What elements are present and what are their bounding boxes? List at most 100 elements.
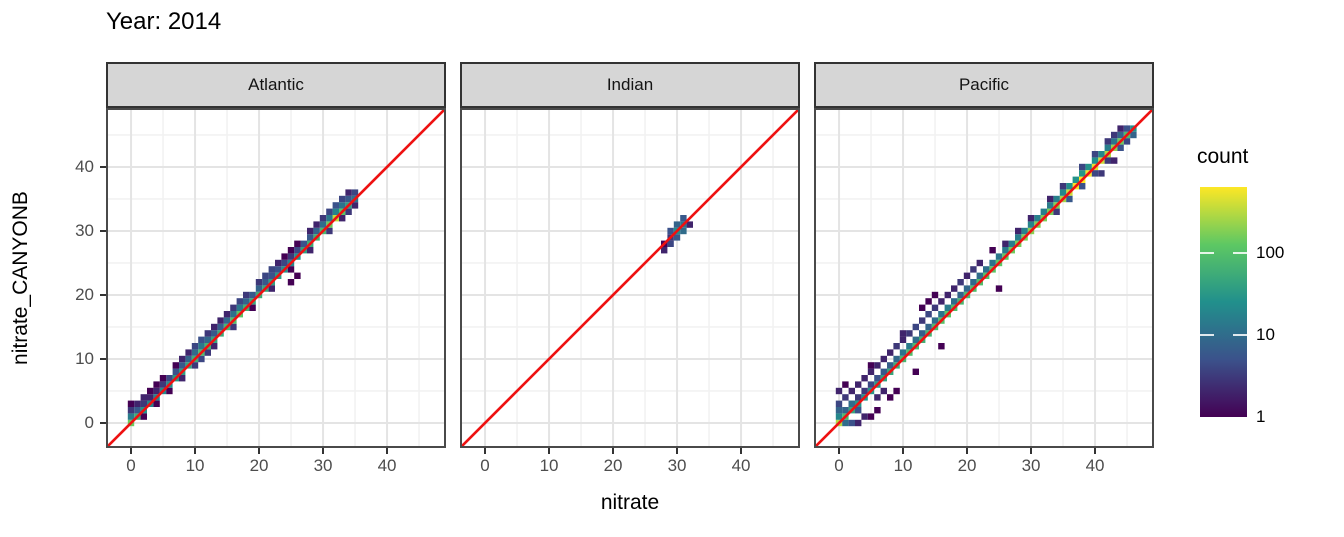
count-bin [931,317,939,324]
count-bin [893,343,900,350]
count-bin [880,368,887,375]
facet-strip-label: Pacific [958,75,1010,94]
x-tick-label: 0 [126,456,136,475]
count-bin [153,387,160,395]
y-tick-label: 10 [75,348,94,368]
count-bin [1066,183,1073,190]
facet-strip-label: Indian [606,75,654,94]
count-bin [1053,195,1060,203]
x-tick-mark [484,448,487,454]
count-bin [1002,247,1009,254]
x-tick-mark [966,448,969,454]
count-bin [867,368,875,375]
count-bin [166,387,173,395]
count-bin [345,189,352,196]
count-bin [294,247,301,254]
count-bin [127,407,135,414]
count-bin [281,253,288,260]
legend-tick-label: 1 [1256,407,1266,426]
x-tick-label: 10 [539,456,559,475]
count-bin [661,247,668,254]
count-bin [912,323,919,331]
count-bin [307,234,314,241]
count-bin [835,413,843,420]
count-bin [332,208,339,215]
count-bin [686,221,693,228]
count-bin [874,375,881,382]
count-bin [880,387,887,395]
count-bin [842,381,849,388]
x-tick-label: 10 [185,456,205,475]
x-tick-mark [740,448,743,454]
count-bin [185,355,192,363]
x-tick-mark [1030,448,1033,454]
count-bin [153,400,160,407]
x-tick-label: 30 [1021,456,1041,475]
bin2d-plot-indian [462,110,798,446]
count-bin [938,298,945,305]
y-tick-mark [100,165,106,168]
count-bin [211,343,218,350]
count-bin [319,215,327,222]
count-bin [1059,189,1067,196]
count-bin [855,419,862,427]
count-bin [307,247,314,254]
count-bin [874,362,881,369]
count-bin [255,285,263,292]
y-tick-mark [100,229,106,232]
count-bin [287,253,295,260]
count-bin [1098,170,1105,177]
x-tick-mark [676,448,679,454]
x-tick-mark [902,448,905,454]
count-bin [1104,138,1111,145]
count-bin [262,279,269,286]
count-bin [912,336,919,343]
count-bin [223,311,231,318]
count-bin [230,304,237,311]
count-bin [925,323,932,331]
count-bin [204,336,211,343]
count-bin [179,355,186,363]
count-bin [172,362,179,369]
count-bin [893,387,900,395]
facet-strip-atlantic: Atlantic [106,62,446,108]
x-tick-label: 20 [249,456,269,475]
count-bin [673,234,681,241]
count-bin [951,298,958,305]
count-bin [931,291,939,299]
count-bin [191,362,199,369]
x-tick-label: 0 [480,456,490,475]
count-bin [198,355,205,363]
count-bin [287,247,295,254]
count-bin [134,407,141,414]
count-bin [1047,195,1054,203]
count-bin [140,400,147,407]
facet-atlantic: Atlantic 0 10 20 30 40 [106,62,446,484]
count-bin [198,336,205,343]
count-bin [172,368,179,375]
panel-plot-area-indian [460,108,800,448]
count-bin [1085,163,1092,171]
count-bin [887,349,894,356]
count-bin [1015,234,1022,241]
count-bin [243,298,250,305]
count-bin [179,362,186,369]
facet-strip-pacific: Pacific [814,62,1154,108]
panel-plot-area-pacific [814,108,1154,448]
count-bin [919,330,926,337]
count-bin [1117,125,1124,132]
plot-title: Year: 2014 [106,8,222,35]
count-bin [855,394,862,401]
count-bin [147,387,154,395]
count-bin [835,407,843,414]
count-bin [268,272,275,279]
x-axis-indian: 0 10 20 30 40 [460,448,800,484]
count-bin [236,304,243,311]
count-bin [166,375,173,382]
count-bin [931,304,939,311]
count-bin [191,349,199,356]
x-tick-mark [612,448,615,454]
count-bin [249,291,256,299]
count-bin [893,355,900,363]
count-bin [1111,131,1118,139]
